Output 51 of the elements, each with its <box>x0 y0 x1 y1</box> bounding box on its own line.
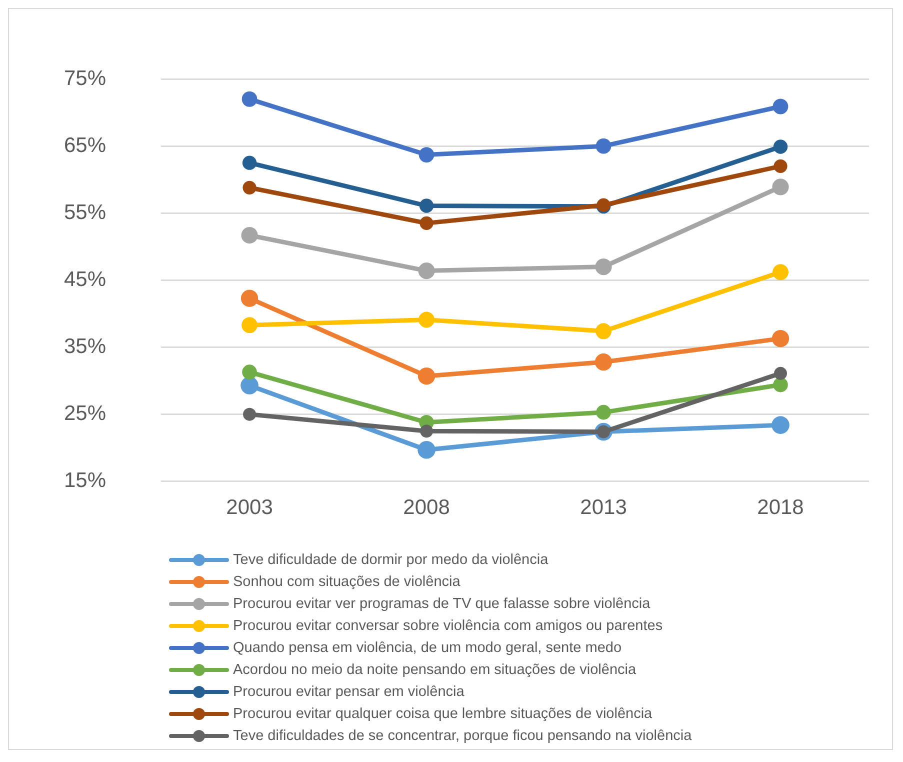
x-tick-label: 2018 <box>757 496 804 519</box>
point <box>240 376 258 394</box>
point <box>418 312 435 328</box>
point <box>774 159 788 173</box>
legend-label: Procurou evitar conversar sobre violência com amigos ou parentes <box>233 618 663 634</box>
point <box>595 258 612 276</box>
point <box>242 180 256 194</box>
point <box>596 404 611 420</box>
point <box>418 262 435 280</box>
point <box>773 140 788 154</box>
legend-label: Acordou no meio da noite pensando em situações de violência <box>233 662 636 678</box>
x-tick-label: 2013 <box>580 496 627 519</box>
y-tick-label: 65% <box>64 134 106 157</box>
point <box>772 264 789 280</box>
point <box>420 216 434 230</box>
y-tick-label: 45% <box>64 268 106 291</box>
point <box>241 226 258 244</box>
legend-label: Procurou evitar qualquer coisa que lembre situações de violência <box>233 706 652 722</box>
y-tick-label: 55% <box>64 200 106 224</box>
point <box>418 368 436 385</box>
point <box>420 424 434 438</box>
point <box>772 330 790 348</box>
x-tick-label: 2003 <box>226 496 273 519</box>
point <box>240 290 258 307</box>
y-tick-label: 75% <box>64 66 106 90</box>
point <box>242 156 257 170</box>
point <box>596 138 612 154</box>
y-tick-label: 35% <box>64 335 106 358</box>
point <box>418 147 434 162</box>
point <box>419 198 434 213</box>
point <box>594 353 612 371</box>
point <box>772 98 788 114</box>
point <box>773 377 788 392</box>
point <box>772 416 790 434</box>
x-tick-label: 2008 <box>403 496 450 519</box>
legend-label: Teve dificuldade de dormir por medo da violência <box>233 552 548 568</box>
point <box>596 323 612 340</box>
point <box>242 364 257 380</box>
legend-label: Teve dificuldades de se concentrar, porque ficou pensando na violência <box>233 728 692 744</box>
legend-label: Quando pensa em violência, de um modo geral, sente medo <box>233 640 622 656</box>
y-tick-label: 25% <box>64 402 106 426</box>
point <box>242 91 258 107</box>
point <box>418 440 436 459</box>
point <box>772 178 789 196</box>
point <box>243 408 256 421</box>
y-tick-label: 15% <box>64 469 106 492</box>
point <box>774 366 788 380</box>
legend-label: Sonhou com situações de violência <box>233 574 460 590</box>
legend-label: Procurou evitar pensar em violência <box>233 684 464 700</box>
point <box>242 317 258 334</box>
legend-label: Procurou evitar ver programas de TV que falasse sobre violência <box>233 596 650 612</box>
